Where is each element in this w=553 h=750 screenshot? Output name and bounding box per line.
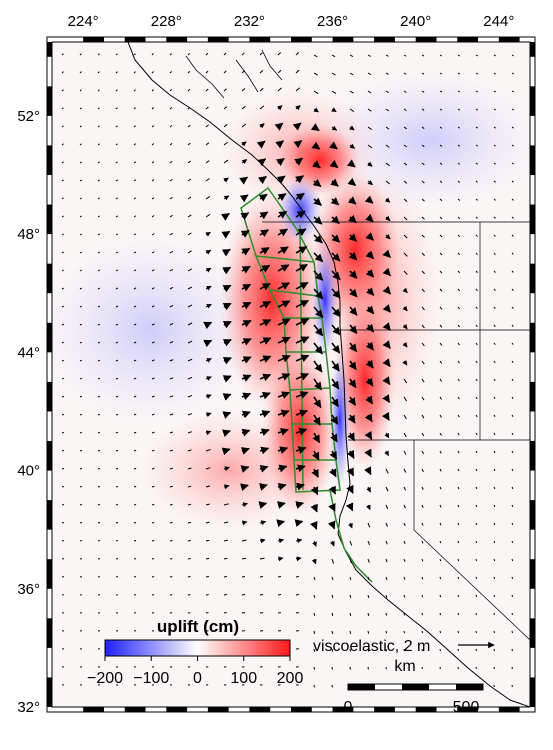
lon-tick-label: 224° [68, 13, 99, 30]
reference-vector-label: viscoelastic, 2 m [313, 638, 430, 655]
map-frame [46, 36, 536, 713]
lat-tick-label: 40° [17, 463, 40, 480]
scale-bar-500: 500 [453, 699, 480, 716]
displacement-vectors [61, 52, 514, 688]
coastline [127, 42, 530, 707]
reference-vector: viscoelastic, 2 m [313, 638, 495, 655]
latitude-labels: 52° 48° 44° 40° 36° 32° [17, 108, 40, 716]
lat-tick-label: 52° [17, 108, 40, 125]
colorbar-title: uplift (cm) [157, 617, 239, 636]
lat-tick-label: 44° [17, 344, 40, 361]
lat-tick-label: 32° [17, 699, 40, 716]
colorbar-tick-label: −100 [133, 670, 169, 687]
political-borders [262, 221, 530, 641]
longitude-labels: 224° 228° 232° 236° 240° 244° [68, 13, 515, 30]
map-field [52, 42, 530, 707]
lat-tick-label: 36° [17, 581, 40, 598]
scale-bar-unit: km [394, 658, 415, 675]
lon-tick-label: 240° [400, 13, 431, 30]
colorbar: uplift (cm) −200 −100 0 100 200 [87, 617, 303, 687]
lon-tick-label: 228° [151, 13, 182, 30]
scale-bar-zero: 0 [344, 699, 353, 716]
lon-tick-label: 244° [483, 13, 514, 30]
colorbar-tick-label: 200 [277, 670, 304, 687]
colorbar-tick-label: 100 [230, 670, 257, 687]
scale-bar: km 0 500 [344, 658, 484, 716]
colorbar-tick-label: 0 [193, 670, 202, 687]
lon-tick-label: 232° [234, 13, 265, 30]
lat-tick-label: 48° [17, 226, 40, 243]
colorbar-gradient [104, 639, 291, 657]
lon-tick-label: 236° [317, 13, 348, 30]
colorbar-tick-label: −200 [87, 670, 123, 687]
